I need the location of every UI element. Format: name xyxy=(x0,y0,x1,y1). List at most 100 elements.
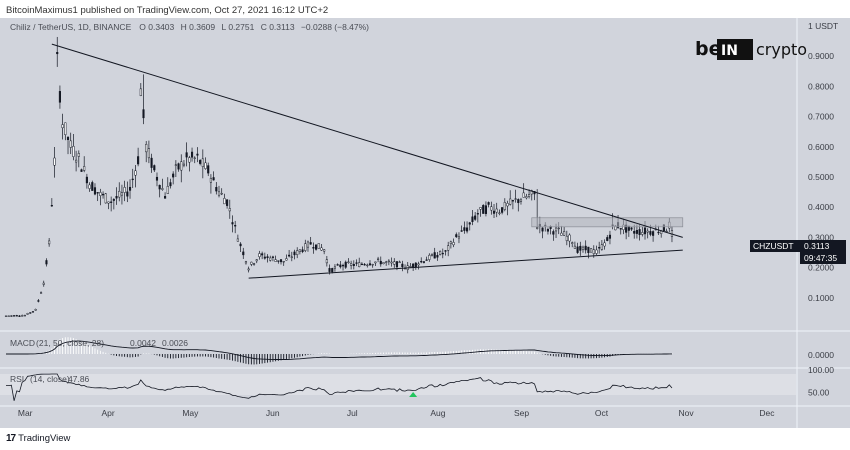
price-chart-svg[interactable]: 1 USDT 0.9000 0.8000 0.7000 0.6000 0.5000 0.40… xyxy=(0,18,850,428)
candle-body xyxy=(150,157,153,168)
candle-body xyxy=(479,207,482,210)
candle xyxy=(584,240,587,254)
ohlc-header: O 0.3403 H 0.3609 L 0.2751 C 0.3113 −0.0… xyxy=(139,22,369,32)
tradingview-logo[interactable]: 17 TradingView xyxy=(6,433,70,444)
candle xyxy=(185,142,188,167)
candle xyxy=(91,180,94,191)
candle-body xyxy=(172,173,175,178)
candle-body xyxy=(465,227,469,232)
candle xyxy=(42,280,45,287)
candle-body xyxy=(568,234,571,242)
candle xyxy=(201,149,204,179)
candle-body xyxy=(66,137,70,140)
candle-body xyxy=(471,216,474,222)
candle-body xyxy=(401,263,404,268)
candle-body xyxy=(85,176,88,184)
candle-body xyxy=(428,254,431,260)
candle-body xyxy=(517,199,520,204)
candle xyxy=(269,255,272,262)
candle-body xyxy=(422,261,425,263)
candle xyxy=(13,315,16,317)
candle xyxy=(115,187,118,205)
candle xyxy=(382,262,385,265)
chart-area[interactable]: 1 USDT 0.9000 0.8000 0.7000 0.6000 0.5000 0.40… xyxy=(0,18,850,428)
candle xyxy=(50,198,53,207)
candle xyxy=(204,157,207,170)
x-tick-label: Nov xyxy=(678,408,694,418)
candle-body xyxy=(528,194,531,197)
candle xyxy=(220,188,223,196)
candle-body xyxy=(344,261,347,268)
candle-body xyxy=(39,292,43,294)
candle-body xyxy=(75,159,78,163)
candle xyxy=(164,192,167,199)
candle xyxy=(325,255,328,267)
rsi-tick-label: 50.00 xyxy=(808,388,830,398)
candle-body xyxy=(188,157,191,163)
candle-body xyxy=(201,158,204,167)
candle xyxy=(139,83,142,97)
candle xyxy=(471,209,474,226)
candle-body xyxy=(522,192,525,198)
candle xyxy=(4,315,8,317)
candle-body xyxy=(31,311,35,313)
macd-zero-label: 0.0000 xyxy=(808,350,834,360)
candle xyxy=(360,262,363,266)
candle xyxy=(166,177,169,194)
candle-body xyxy=(449,241,452,244)
y-tick-label: 0.4000 xyxy=(808,202,834,212)
candle xyxy=(134,165,137,188)
candle-body xyxy=(10,315,13,317)
candle-body xyxy=(633,231,636,234)
candle-body xyxy=(649,231,652,235)
candle xyxy=(150,153,153,173)
candle-body xyxy=(271,256,274,258)
svg-text:0.3113: 0.3113 xyxy=(804,241,830,251)
candle xyxy=(39,291,43,294)
candle-body xyxy=(503,202,506,210)
candle-body xyxy=(128,186,132,191)
candle xyxy=(123,180,126,202)
candle-body xyxy=(417,263,420,266)
y-tick-label: 0.5000 xyxy=(808,172,834,182)
candle xyxy=(501,207,504,215)
candle xyxy=(323,249,326,255)
candle xyxy=(155,172,159,187)
candle xyxy=(385,260,388,266)
candle xyxy=(420,257,423,264)
candle xyxy=(377,256,380,263)
candle xyxy=(45,258,48,267)
candle-body xyxy=(309,242,312,245)
candle-body xyxy=(414,262,417,268)
candle-body xyxy=(657,231,660,234)
candle xyxy=(347,258,350,264)
candle xyxy=(422,260,425,264)
candle xyxy=(452,238,455,248)
candle xyxy=(552,229,555,241)
candle-body xyxy=(571,242,574,244)
candle-body xyxy=(546,229,550,232)
candle xyxy=(199,159,202,166)
candle xyxy=(379,256,382,267)
candle-body xyxy=(134,170,137,176)
candle xyxy=(145,141,148,163)
candle-body xyxy=(161,188,164,190)
candle-body xyxy=(590,248,593,253)
candle-body xyxy=(180,161,183,171)
candle-body xyxy=(18,315,21,317)
beincrypto-logo: be IN crypto xyxy=(695,38,807,60)
candle-body xyxy=(333,266,337,269)
x-tick-label: Dec xyxy=(759,408,775,418)
candle-body xyxy=(336,264,339,266)
candle xyxy=(492,203,496,218)
candle-body xyxy=(169,182,172,187)
candle-body xyxy=(215,187,218,192)
candle-body xyxy=(641,232,644,235)
candle xyxy=(217,185,221,198)
x-tick-label: Oct xyxy=(595,408,609,418)
candle-body xyxy=(541,227,544,232)
candle-body xyxy=(355,262,358,264)
candle xyxy=(282,261,285,266)
candle xyxy=(190,147,194,162)
candle-body xyxy=(600,244,603,250)
